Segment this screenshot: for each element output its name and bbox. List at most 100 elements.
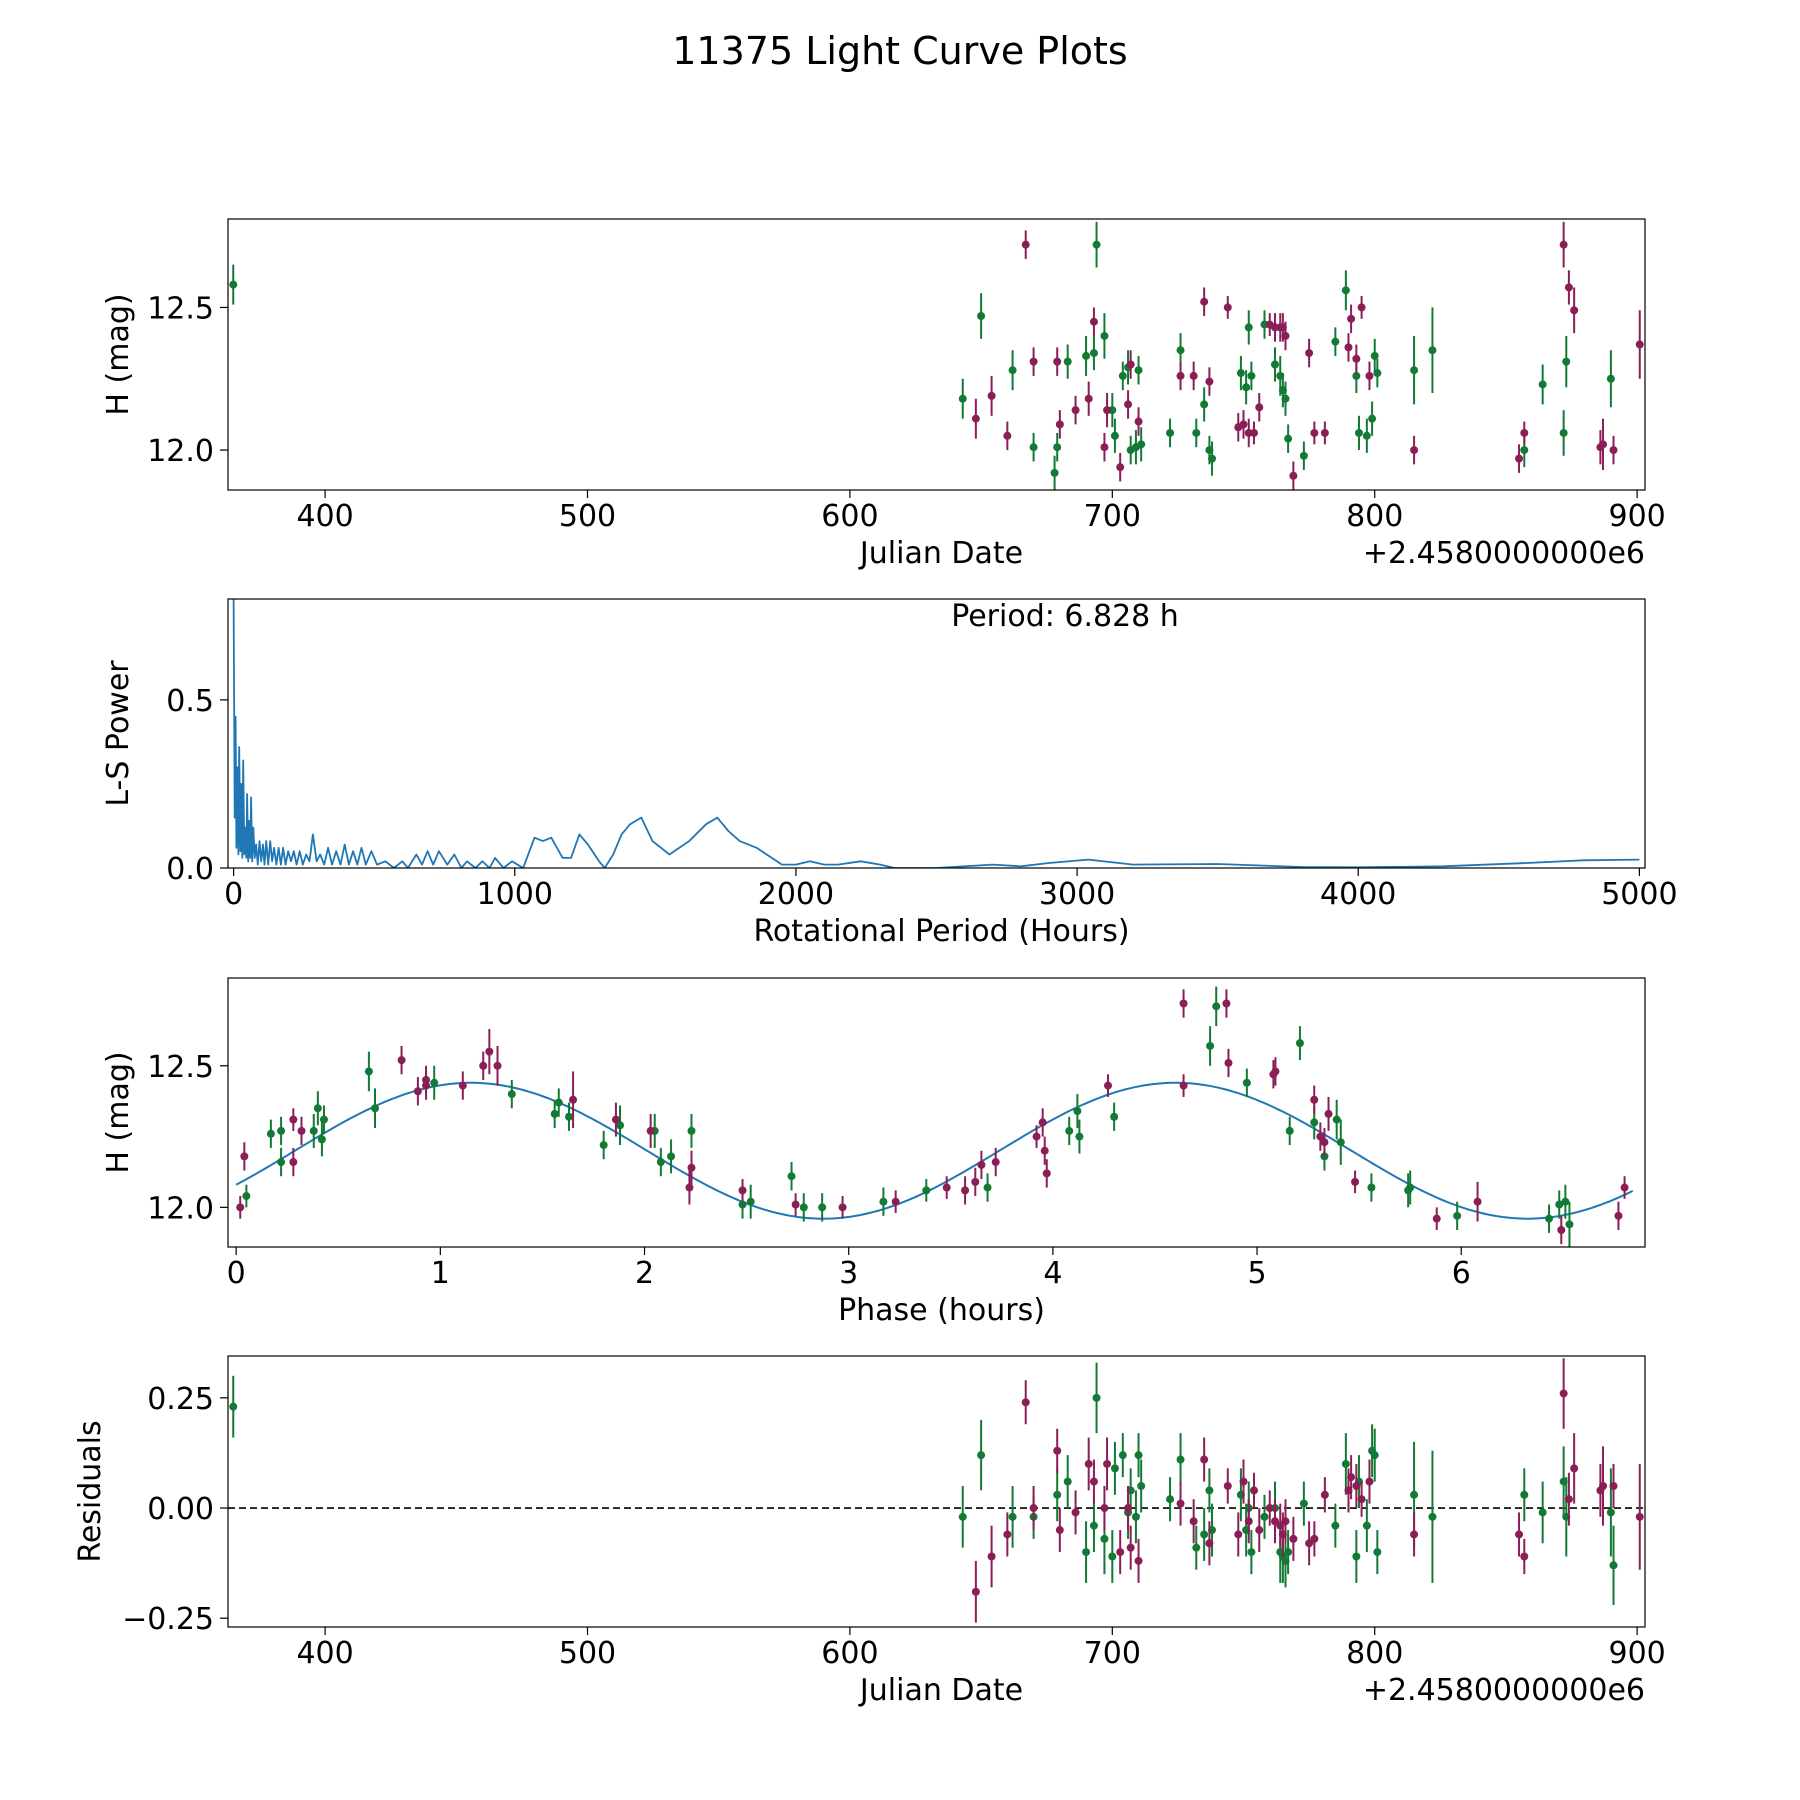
data-point [1271,347,1280,382]
x-tick-label: 900 [1608,1636,1665,1671]
data-marker [364,1067,373,1076]
data-marker [1110,1464,1119,1473]
data-marker [1029,443,1038,452]
data-marker [1606,1508,1615,1517]
data-marker [229,280,238,289]
data-point [1260,1494,1269,1539]
data-point [1559,1358,1568,1429]
data-marker [1205,1486,1214,1495]
data-marker [961,1186,970,1195]
data-point [493,1045,502,1086]
y-axis-label: H (mag) [101,1051,136,1173]
data-marker [1192,428,1201,437]
data-marker [479,1061,488,1070]
data-point [1063,344,1072,379]
data-marker [891,1197,900,1206]
data-marker [1320,428,1329,437]
data-marker [277,1158,286,1167]
data-point [1003,421,1012,451]
data-marker [1038,1118,1047,1127]
data-marker [1310,1095,1319,1104]
data-point [1635,1463,1644,1570]
data-point [1271,1499,1280,1544]
data-point [1310,1085,1319,1114]
data-marker [1166,428,1175,437]
data-marker [1224,1058,1233,1067]
data-point [1124,390,1133,419]
data-marker [1223,1481,1232,1490]
x-tick-label: 600 [821,1636,878,1671]
data-marker [1284,1548,1293,1557]
data-marker [1242,1078,1251,1087]
data-marker [1561,1197,1570,1206]
data-point [685,1170,694,1205]
x-tick-label: 500 [559,499,616,534]
x-tick-label: 1000 [477,877,553,912]
data-point [1538,364,1547,405]
data-marker [1053,357,1062,366]
data-marker [1281,331,1290,340]
data-point [479,1051,488,1080]
data-marker [1564,1495,1573,1504]
data-point [1305,338,1314,368]
y-tick-label: 12.5 [147,291,214,326]
data-marker [1040,1146,1049,1155]
data-point [1222,989,1231,1018]
data-marker [1310,1118,1319,1127]
data-point [1250,421,1259,445]
data-marker [242,1192,251,1201]
data-marker [599,1141,608,1150]
data-point [1284,424,1293,453]
data-point [229,264,238,305]
data-marker [1089,317,1098,326]
data-point [1538,1481,1547,1544]
data-point [569,1071,578,1129]
data-point [229,1375,238,1438]
data-point [1609,435,1618,465]
data-marker [1242,383,1251,392]
data-marker [1208,454,1217,463]
data-point [1134,1433,1143,1478]
data-point [507,1079,516,1109]
data-marker [958,394,967,403]
data-marker [1223,303,1232,312]
data-marker [987,391,996,400]
data-point [1357,1481,1366,1517]
data-point [1557,1215,1566,1245]
data-point [1137,1459,1146,1513]
data-marker [1250,1486,1259,1495]
data-marker [1082,351,1091,360]
data-marker [1289,1534,1298,1543]
data-marker [1520,428,1529,437]
data-point [1234,1512,1243,1557]
data-marker [1410,1530,1419,1539]
data-marker [1137,1481,1146,1490]
data-point [1100,1485,1109,1531]
data-marker [1336,1138,1345,1147]
data-marker [1609,1561,1618,1570]
data-marker [1053,443,1062,452]
data-point [1242,1068,1251,1097]
data-point [1373,358,1382,388]
data-point [313,1091,322,1126]
data-point [1242,370,1251,405]
data-marker [1555,1200,1564,1209]
data-marker [1134,1556,1143,1565]
x-tick-label: 700 [1084,1636,1141,1671]
data-marker [799,1203,808,1212]
data-marker [1222,999,1231,1008]
x-tick-label: 3 [839,1256,858,1291]
data-marker [1320,1138,1329,1147]
data-marker [1116,463,1125,472]
data-marker [1520,1490,1529,1499]
data-point [1100,313,1109,359]
data-marker [971,414,980,423]
data-marker [371,1104,380,1113]
data-marker [787,1172,796,1181]
data-marker [1003,431,1012,440]
data-marker [1520,446,1529,455]
data-point [687,1113,696,1148]
data-marker [1176,1455,1185,1464]
data-marker [1124,400,1133,409]
data-marker [1285,1126,1294,1135]
